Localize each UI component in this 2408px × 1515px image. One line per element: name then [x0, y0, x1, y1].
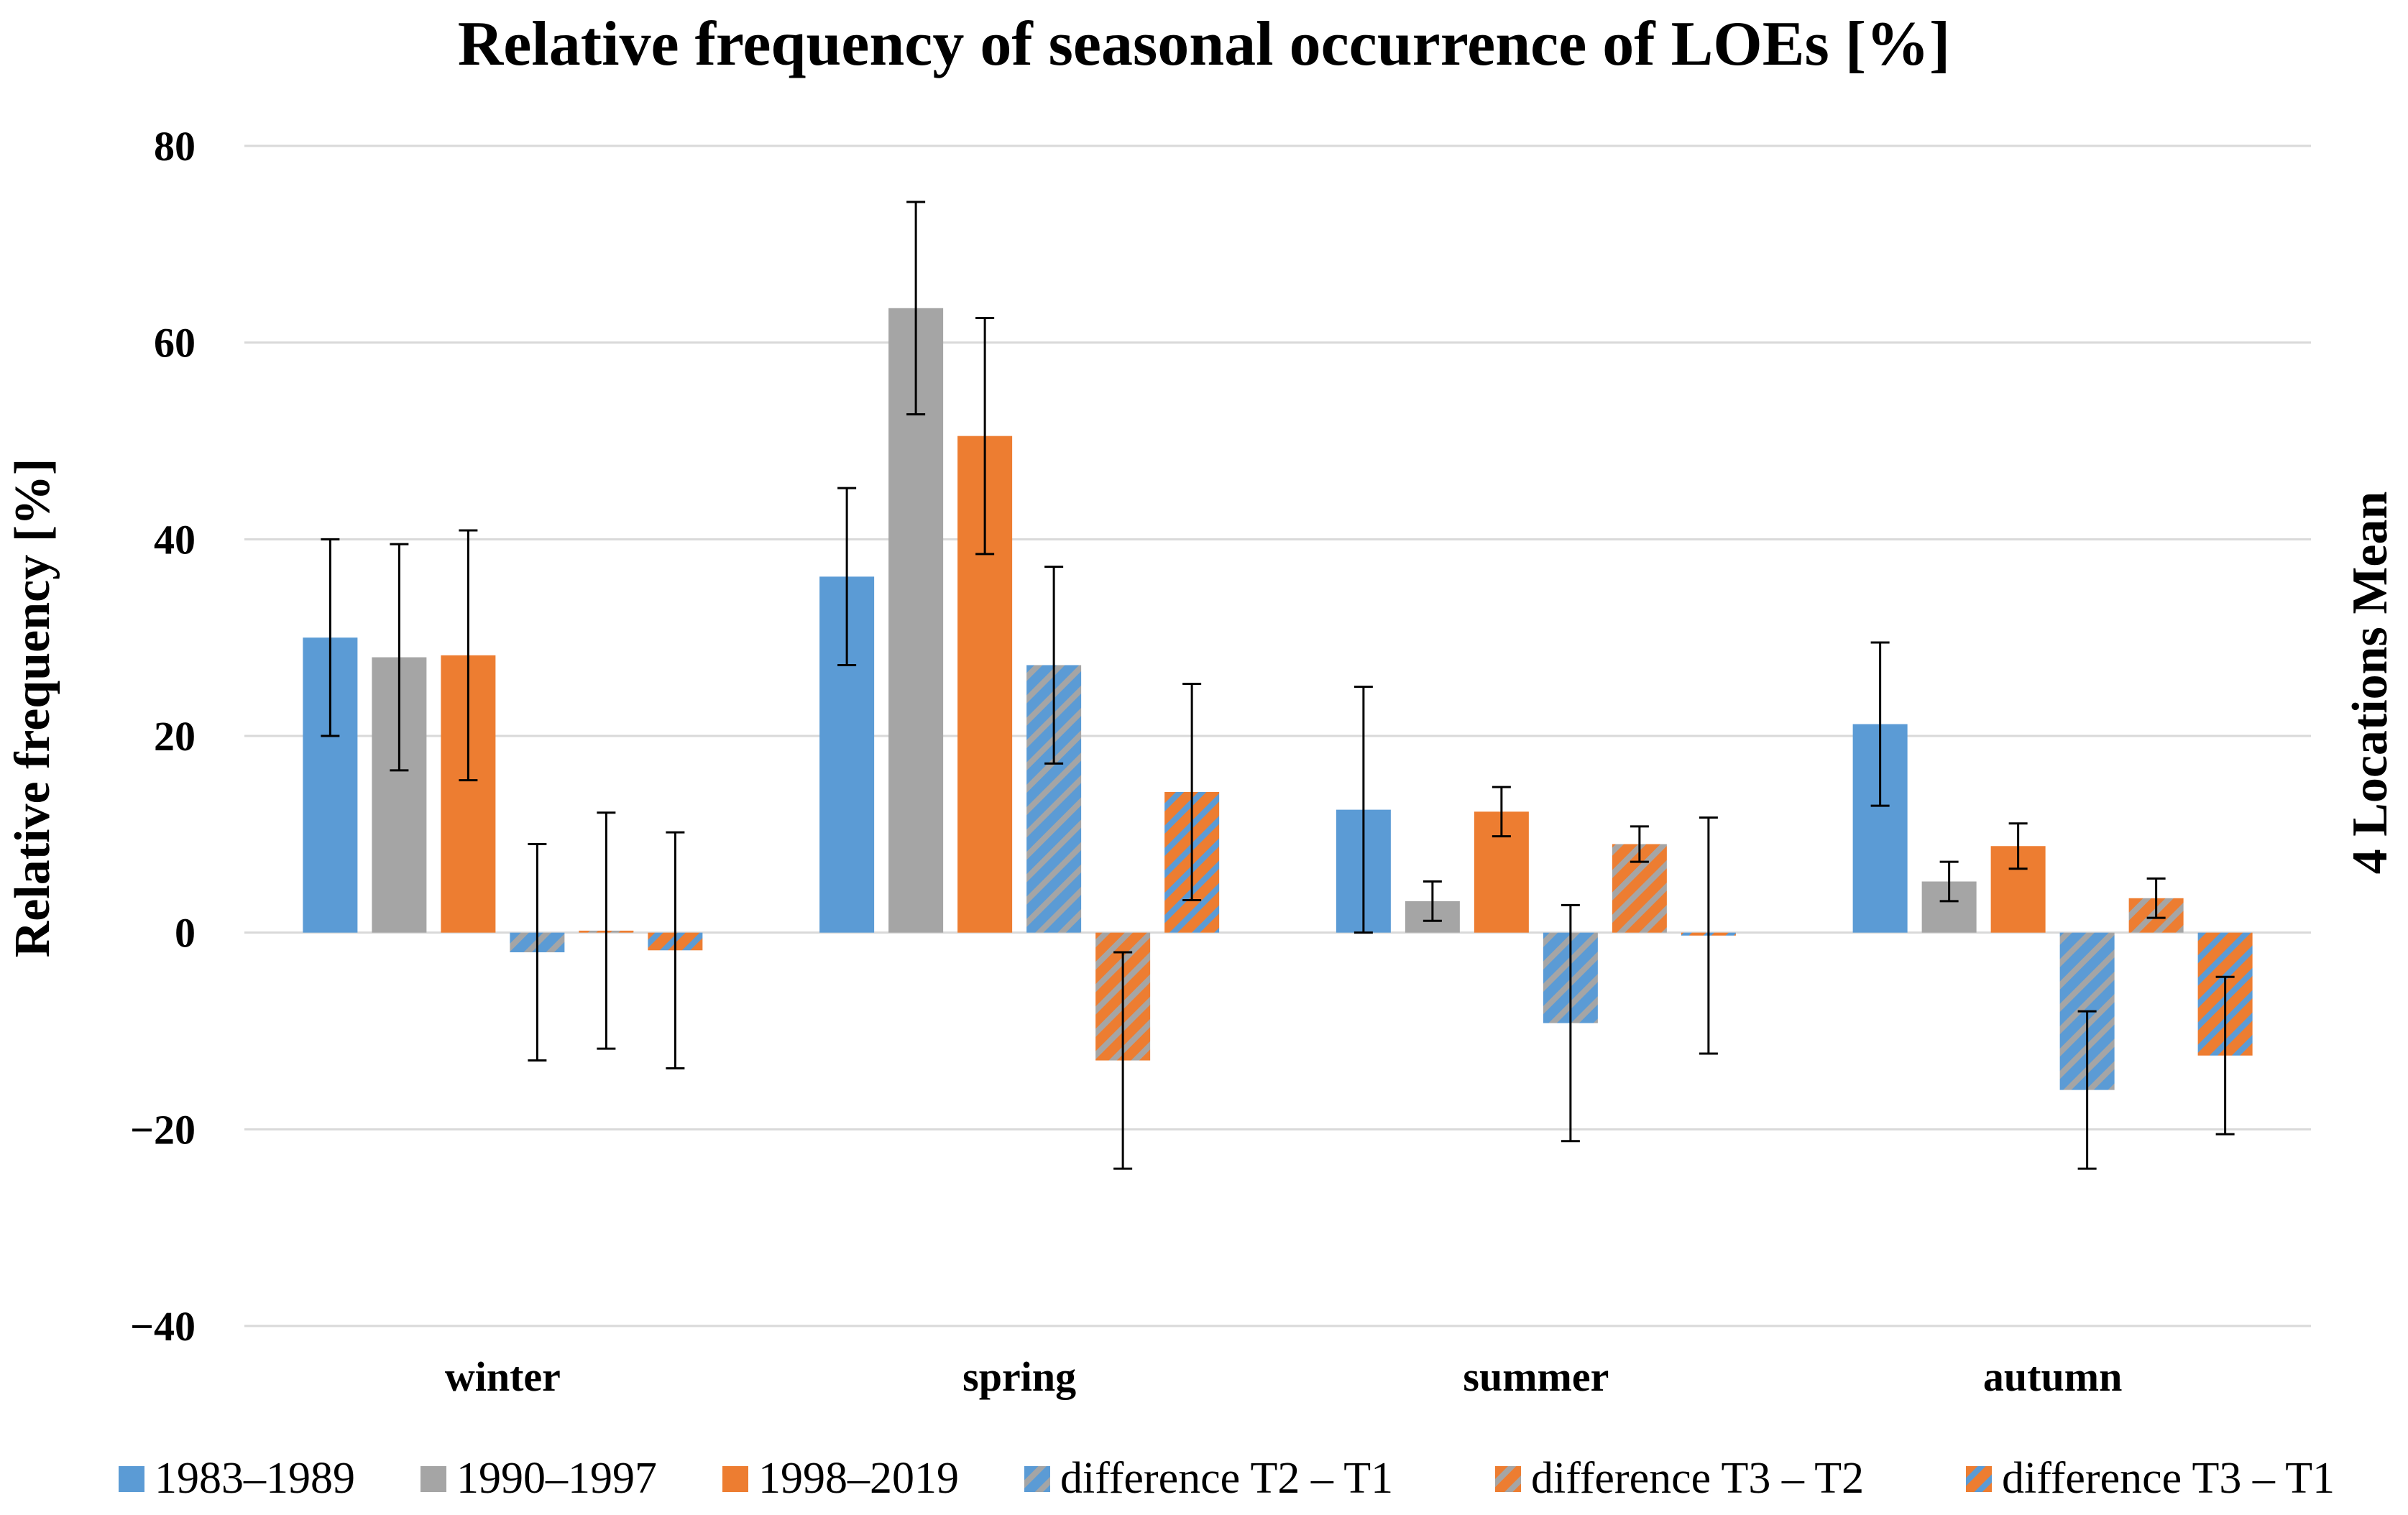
error-bar-autumn-series-1	[1870, 641, 1890, 807]
error-bar-spring-series-3	[975, 316, 995, 556]
error-bar-autumn-series-5	[2146, 877, 2166, 919]
legend-item-3: 1998–2019	[722, 1454, 959, 1503]
error-bar-summer-series-2	[1423, 880, 1442, 922]
legend-label: 1983–1989	[155, 1454, 355, 1503]
chart-title: Relative frequency of seasonal occurrenc…	[458, 9, 1951, 79]
error-bar-spring-series-1	[837, 487, 857, 666]
legend-item-2: 1990–1997	[421, 1454, 657, 1503]
error-bar-winter-series-5	[597, 811, 616, 1050]
legend-swatch	[1495, 1466, 1521, 1492]
error-bar-summer-series-5	[1630, 825, 1649, 863]
legend-label: difference T3 – T2	[1531, 1454, 1864, 1503]
y-tick-label: 80	[154, 123, 196, 170]
y-tick-labels: 80 60 40 20 0 −20 −40	[130, 123, 196, 1350]
y-tick-label: −40	[130, 1303, 196, 1350]
error-bar-summer-series-6	[1699, 816, 1718, 1055]
y-tick-label: 60	[154, 320, 196, 367]
legend-item-5: difference T3 – T2	[1495, 1454, 1864, 1503]
legend-swatch	[1024, 1466, 1050, 1492]
error-bar-autumn-series-3	[2008, 822, 2028, 870]
error-bar-summer-series-1	[1354, 686, 1373, 934]
error-bar-winter-series-6	[666, 831, 685, 1069]
y-axis-title: Relative frequency [%]	[5, 459, 60, 958]
y-tick-label: 20	[154, 713, 196, 760]
error-bar-spring-series-4	[1044, 566, 1064, 765]
legend-swatch	[1966, 1466, 1992, 1492]
error-bar-spring-series-5	[1113, 951, 1133, 1170]
legend-swatch	[421, 1466, 446, 1492]
legend-label: difference T2 – T1	[1060, 1454, 1393, 1503]
error-bar-autumn-series-4	[2077, 1010, 2097, 1170]
legend: 1983–1989 1990–1997 1998–2019 difference T2…	[119, 1454, 2335, 1503]
category-label-spring: spring	[962, 1353, 1076, 1400]
y-tick-label: 40	[154, 516, 196, 563]
legend-label: difference T3 – T1	[2002, 1454, 2335, 1503]
category-label-autumn: autumn	[1983, 1353, 2122, 1400]
category-labels: winter spring summer autumn	[445, 1353, 2122, 1400]
error-bar-spring-series-2	[906, 201, 926, 416]
legend-label: 1998–2019	[758, 1454, 959, 1503]
bars	[303, 308, 2253, 1090]
error-bar-autumn-series-6	[2215, 975, 2235, 1136]
legend-item-6: difference T3 – T1	[1966, 1454, 2335, 1503]
legend-item-1: 1983–1989	[119, 1454, 355, 1503]
error-bar-summer-series-4	[1561, 903, 1580, 1143]
error-bars	[321, 201, 2235, 1170]
legend-swatch	[722, 1466, 748, 1492]
error-bar-winter-series-1	[321, 538, 340, 737]
category-label-winter: winter	[445, 1353, 561, 1400]
y-tick-label: −20	[130, 1106, 196, 1153]
y-tick-label: 0	[175, 910, 196, 957]
error-bar-spring-series-6	[1182, 682, 1202, 902]
error-bar-autumn-series-2	[1939, 860, 1959, 903]
secondary-axis-title: 4 Locations Mean	[2343, 492, 2398, 875]
gridlines	[244, 144, 2311, 1327]
error-bar-winter-series-2	[390, 543, 409, 772]
error-bar-winter-series-4	[528, 843, 547, 1062]
legend-swatch	[119, 1466, 144, 1492]
error-bar-summer-series-3	[1492, 786, 1511, 838]
category-label-summer: summer	[1463, 1353, 1609, 1400]
legend-label: 1990–1997	[456, 1454, 657, 1503]
legend-item-4: difference T2 – T1	[1024, 1454, 1393, 1503]
error-bar-winter-series-3	[459, 529, 478, 782]
